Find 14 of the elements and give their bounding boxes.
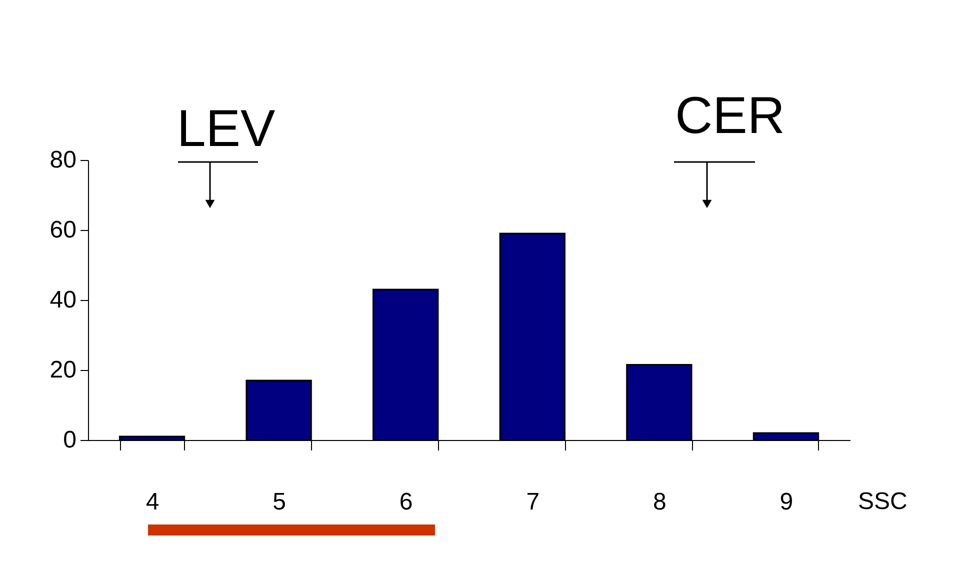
x-tick-label: 8 [653,488,666,516]
x-tick-label: 5 [272,488,286,516]
y-tick-label: 0 [63,426,76,454]
y-tick-label: 60 [50,216,76,244]
text: LEV [176,100,276,158]
x-axis-title: SSC [858,488,908,515]
y-tick-label: 40 [50,286,76,314]
x-tick-label: 6 [399,488,413,516]
text: CER [675,87,785,145]
y-tick-label: 20 [50,356,76,384]
x-tick-label: 9 [780,488,794,516]
x-tick-label: 7 [526,488,540,516]
x-tick-label: 4 [146,488,160,516]
y-tick-label: 80 [50,146,76,174]
